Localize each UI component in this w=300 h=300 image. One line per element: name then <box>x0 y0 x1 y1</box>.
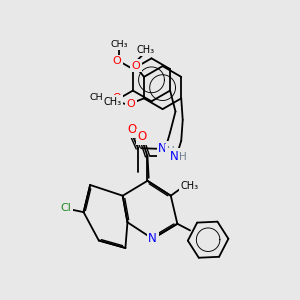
Text: CH₃: CH₃ <box>90 93 107 102</box>
Text: Cl: Cl <box>60 203 71 213</box>
Text: N: N <box>158 142 167 155</box>
Text: H: H <box>179 152 187 163</box>
Text: O: O <box>131 61 140 70</box>
Text: O: O <box>127 123 136 136</box>
Text: CH₃: CH₃ <box>180 181 198 191</box>
Text: CH₃: CH₃ <box>111 40 128 49</box>
Text: O: O <box>113 56 122 66</box>
Text: O: O <box>126 99 135 109</box>
Text: CH₃: CH₃ <box>136 45 154 55</box>
Text: N: N <box>169 150 178 163</box>
Text: H: H <box>167 146 175 156</box>
Text: O: O <box>138 130 147 143</box>
Text: CH₃: CH₃ <box>103 97 122 107</box>
Text: O: O <box>113 93 122 103</box>
Text: N: N <box>148 232 157 245</box>
